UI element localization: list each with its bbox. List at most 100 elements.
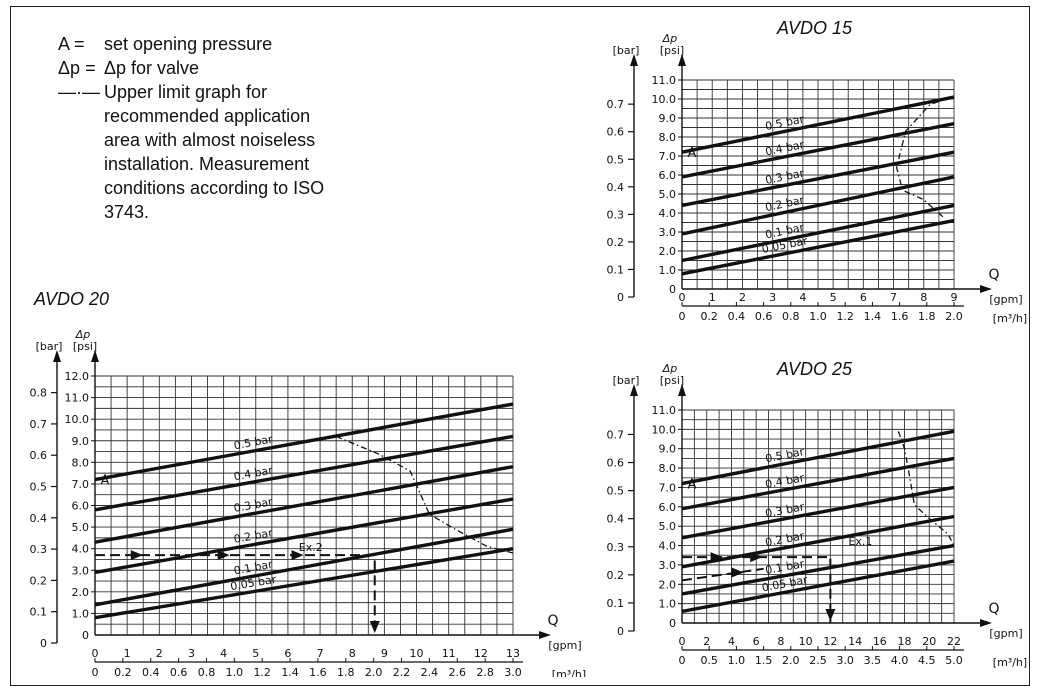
m3h-tick-label: 1.4: [864, 310, 882, 323]
psi-tick-label: 2.0: [72, 586, 90, 599]
series-line: [681, 429, 955, 486]
y-unit-psi: [psi]: [660, 374, 684, 387]
m3h-tick-label: 2.2: [393, 666, 411, 677]
series-line: [94, 464, 514, 544]
legend-block: A = set opening pressure Δp = Δp for val…: [58, 32, 344, 224]
opening-pressure-marker: A: [688, 146, 697, 161]
psi-tick-label: 11.0: [652, 404, 677, 417]
gpm-tick-label: 6: [753, 635, 760, 648]
legend-symbol-delta-p: Δp =: [58, 58, 96, 78]
bar-tick-label: 0.2: [607, 236, 625, 249]
x-unit-gpm: [gpm]: [548, 639, 581, 652]
series-line: [681, 175, 955, 236]
psi-tick-label: 10.0: [65, 413, 90, 426]
legend-symbol-dash-dot: —·—: [58, 82, 100, 102]
gpm-tick-label: 8: [920, 291, 927, 304]
gpm-tick-label: 16: [873, 635, 887, 648]
q-axis-arrow: [980, 619, 992, 627]
series-line: [681, 456, 955, 511]
gpm-tick-label: 22: [947, 635, 961, 648]
chart-grid: [681, 409, 955, 624]
m3h-tick-label: 2.0: [365, 666, 383, 677]
gpm-tick-label: 9: [381, 647, 388, 660]
psi-tick-label: 7.0: [659, 150, 677, 163]
legend-symbol-a: A =: [58, 34, 85, 54]
bar-axis-arrow: [53, 350, 61, 362]
m3h-tick-label: 0: [92, 666, 99, 677]
gpm-tick-label: 9: [951, 291, 958, 304]
psi-tick-label: 9.0: [72, 435, 90, 448]
psi-tick-label: 8.0: [659, 131, 677, 144]
m3h-tick-label: 1.0: [226, 666, 244, 677]
gpm-tick-label: 2: [156, 647, 163, 660]
chart-title-avdo-20: AVDO 20: [34, 289, 110, 309]
m3h-tick-label: 2.4: [421, 666, 439, 677]
gpm-tick-label: 5: [830, 291, 837, 304]
psi-axis-arrow: [678, 384, 686, 396]
m3h-tick-label: 1.6: [309, 666, 327, 677]
y-axis-label: Δp: [75, 328, 91, 341]
m3h-tick-label: 0.4: [142, 666, 160, 677]
gpm-tick-label: 1: [124, 647, 131, 660]
series-line: [681, 150, 955, 208]
psi-tick-label: 2.0: [659, 578, 677, 591]
m3h-tick-label: 2.0: [782, 654, 800, 667]
psi-tick-label: 5.0: [659, 188, 677, 201]
psi-tick-label: 1.0: [659, 598, 677, 611]
gpm-tick-label: 11: [442, 647, 456, 660]
example-label: Ex.2: [299, 541, 323, 554]
m3h-tick-label: 0.5: [700, 654, 718, 667]
psi-tick-label: 6.0: [72, 500, 90, 513]
bar-tick-label: 0.1: [607, 263, 625, 276]
gpm-tick-label: 4: [220, 647, 227, 660]
series-line: [681, 514, 955, 569]
m3h-tick-label: 5.0: [945, 654, 963, 667]
psi-tick-label: 11.0: [652, 74, 677, 87]
psi-tick-label: 3.0: [659, 559, 677, 572]
y-unit-psi: [psi]: [73, 340, 97, 353]
gpm-tick-label: 6: [284, 647, 291, 660]
gpm-tick-label: 8: [777, 635, 784, 648]
bar-tick-label: 0.5: [607, 153, 625, 166]
example-path: [682, 556, 832, 623]
gpm-tick-label: 1: [709, 291, 716, 304]
gpm-tick-label: 10: [410, 647, 424, 660]
psi-tick-label: 12.0: [65, 370, 90, 383]
series-line: [681, 203, 955, 263]
series-line: [94, 497, 514, 575]
example-arrow: [291, 550, 304, 561]
gpm-tick-label: 3: [188, 647, 195, 660]
m3h-tick-label: 1.2: [253, 666, 271, 677]
limit-curve: [335, 435, 514, 554]
bar-tick-label: 0.3: [30, 543, 48, 556]
m3h-tick-label: 1.0: [728, 654, 746, 667]
gpm-tick-label: 14: [848, 635, 862, 648]
gpm-tick-label: 7: [890, 291, 897, 304]
m3h-tick-label: 0.4: [728, 310, 746, 323]
gpm-tick-label: 20: [922, 635, 936, 648]
m3h-tick-label: 0: [679, 654, 686, 667]
y-unit-bar: [bar]: [613, 44, 640, 57]
bar-tick-label: 0.1: [607, 597, 625, 610]
m3h-tick-label: 1.0: [809, 310, 827, 323]
psi-tick-label: 0: [669, 283, 676, 296]
m3h-tick-label: 0.8: [782, 310, 800, 323]
m3h-tick-label: 2.0: [945, 310, 963, 323]
psi-tick-label: 8.0: [72, 456, 90, 469]
gpm-tick-label: 2: [739, 291, 746, 304]
x-unit-m3h: [m³/h]: [993, 312, 1027, 325]
bar-tick-label: 0.1: [30, 606, 48, 619]
gpm-tick-label: 8: [349, 647, 356, 660]
gpm-tick-label: 6: [860, 291, 867, 304]
legend-text-delta-p: Δp for valve: [104, 58, 200, 78]
psi-tick-label: 7.0: [72, 478, 90, 491]
opening-pressure-marker: A: [101, 474, 110, 489]
m3h-tick-label: 0.2: [700, 310, 718, 323]
m3h-tick-label: 1.8: [918, 310, 936, 323]
gpm-tick-label: 13: [506, 647, 520, 660]
bar-axis-arrow: [630, 384, 638, 396]
gpm-tick-label: 2: [703, 635, 710, 648]
psi-tick-label: 6.0: [659, 501, 677, 514]
x-axis-label: Q: [547, 613, 558, 629]
series-line: [94, 527, 514, 607]
